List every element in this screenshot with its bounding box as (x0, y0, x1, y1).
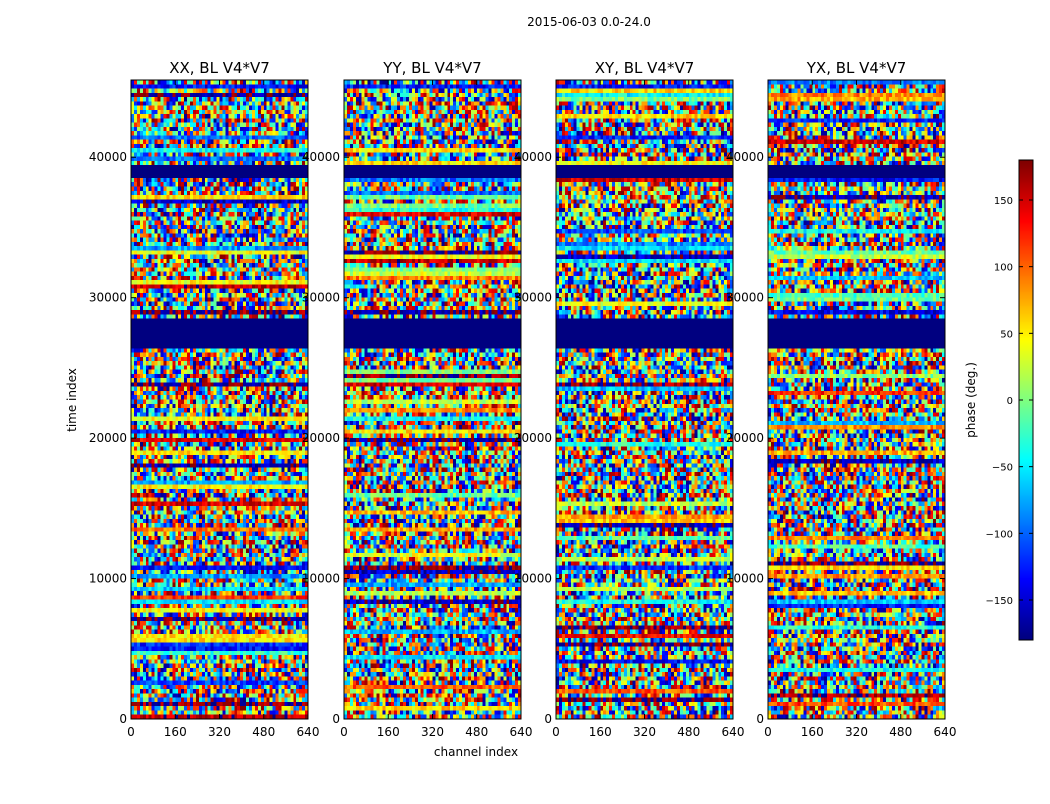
x-tick-label: 640 (722, 725, 745, 739)
x-tick-label: 160 (589, 725, 612, 739)
y-tick-label: 30000 (726, 291, 764, 305)
y-tick-label: 0 (756, 712, 764, 726)
x-tick-label: 0 (340, 725, 348, 739)
y-tick-label: 30000 (89, 291, 127, 305)
chart-suptitle: 2015-06-03 0.0-24.0 (527, 15, 651, 29)
colorbar: 150 100 50 0 −50 −100 −150 (986, 159, 1034, 641)
x-tick-label: 0 (552, 725, 560, 739)
panel-3: XY, BL V4*V7 0 160 320 480 640 0 10000 20000 3000… (514, 59, 745, 739)
y-tick-label: 10000 (89, 572, 127, 586)
x-tick-label: 320 (845, 725, 868, 739)
x-tick-label: 160 (377, 725, 400, 739)
panel-title-3: XY, BL V4*V7 (595, 59, 695, 77)
panel-title-4: YX, BL V4*V7 (806, 59, 907, 77)
x-tick-label: 640 (934, 725, 957, 739)
panel-title-1: XX, BL V4*V7 (169, 59, 270, 77)
x-tick-label: 160 (164, 725, 187, 739)
colorbar-tick-label: 100 (994, 263, 1013, 274)
heatmap-image-panel-3 (556, 80, 733, 719)
x-tick-label: 0 (127, 725, 135, 739)
y-tick-label: 10000 (302, 572, 340, 586)
x-tick-label: 640 (510, 725, 533, 739)
x-tick-label: 0 (764, 725, 772, 739)
y-axis-label: time index (65, 368, 79, 432)
y-tick-label: 20000 (514, 431, 552, 445)
y-tick-label: 40000 (514, 150, 552, 164)
x-tick-label: 480 (677, 725, 700, 739)
y-tick-label: 0 (119, 712, 127, 726)
x-tick-label: 480 (889, 725, 912, 739)
heatmap-image-panel-4 (768, 80, 945, 719)
colorbar-tick-label: −100 (986, 529, 1013, 540)
y-tick-label: 20000 (302, 431, 340, 445)
colorbar-tick-label: 0 (1007, 396, 1013, 407)
y-tick-label: 10000 (514, 572, 552, 586)
x-axis-label: channel index (434, 745, 518, 759)
panel-4: YX, BL V4*V7 0 160 320 480 640 0 10000 20000 3000… (726, 59, 957, 739)
colorbar-label: phase (deg.) (964, 362, 978, 438)
y-tick-label: 30000 (514, 291, 552, 305)
x-tick-label: 320 (421, 725, 444, 739)
panels-group: XX, BL V4*V7 0 160 320 480 640 0 10000 20000 3000… (89, 59, 957, 739)
x-tick-label: 640 (297, 725, 320, 739)
y-tick-label: 20000 (89, 431, 127, 445)
colorbar-tick-label: −50 (992, 463, 1013, 474)
colorbar-tick-label: 150 (994, 196, 1013, 207)
x-tick-label: 320 (633, 725, 656, 739)
y-tick-label: 40000 (302, 150, 340, 164)
x-tick-label: 160 (801, 725, 824, 739)
x-tick-label: 320 (208, 725, 231, 739)
colorbar-tick-label: 50 (1000, 329, 1013, 340)
panel-2: YY, BL V4*V7 0 160 320 480 640 0 10000 20000 3000… (302, 59, 533, 739)
heatmap-image-panel-1 (131, 80, 308, 719)
heatmap-image-panel-2 (344, 80, 521, 719)
x-tick-label: 480 (465, 725, 488, 739)
panel-1: XX, BL V4*V7 0 160 320 480 640 0 10000 20000 3000… (89, 59, 320, 739)
colorbar-gradient (1019, 160, 1033, 640)
y-tick-label: 40000 (726, 150, 764, 164)
y-tick-label: 10000 (726, 572, 764, 586)
panel-title-2: YY, BL V4*V7 (382, 59, 481, 77)
y-tick-label: 0 (544, 712, 552, 726)
y-tick-label: 40000 (89, 150, 127, 164)
y-tick-label: 0 (332, 712, 340, 726)
y-tick-label: 30000 (302, 291, 340, 305)
y-tick-label: 20000 (726, 431, 764, 445)
colorbar-tick-label: −150 (986, 596, 1013, 607)
x-tick-label: 480 (252, 725, 275, 739)
